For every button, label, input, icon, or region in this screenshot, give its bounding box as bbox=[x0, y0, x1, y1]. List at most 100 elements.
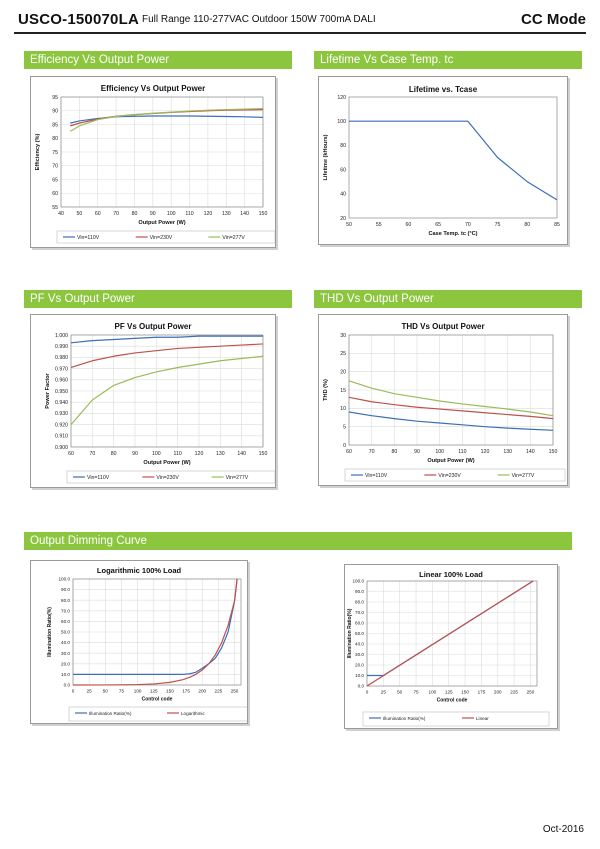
dim_log-xtick-label: 150 bbox=[166, 689, 174, 694]
lifetime-xtick-label: 50 bbox=[346, 222, 352, 228]
footer-date: Oct-2016 bbox=[542, 824, 584, 835]
dimming-linear-chart: Linear 100% Load 0 25 50 75 100 125 150 175 200 22… bbox=[347, 570, 550, 727]
dim_lin-legend-label: Illumination Ratio(%) bbox=[383, 716, 426, 721]
section-thd: THD Vs Output Power bbox=[314, 290, 582, 308]
thd-ytick-label: 15 bbox=[340, 388, 346, 394]
dim_log-ytick-label: 30.0 bbox=[61, 651, 70, 656]
dim_log-plot-area bbox=[72, 578, 242, 686]
pf-xtick-label: 100 bbox=[152, 451, 161, 457]
dim_log-ylabel: Illumination Ratio(%) bbox=[47, 607, 53, 657]
dim_lin-xtick-label: 25 bbox=[381, 690, 387, 695]
dim_log-xtick-label: 200 bbox=[198, 689, 206, 694]
thd-xtick-label: 90 bbox=[414, 449, 420, 455]
dim_log-xtick-label: 250 bbox=[231, 689, 239, 694]
dim_lin-legend-label: Linear bbox=[476, 716, 489, 721]
pf-ytick-label: 0.920 bbox=[55, 422, 68, 428]
pf-legend bbox=[66, 470, 275, 484]
pf-xtick-label: 140 bbox=[237, 451, 246, 457]
pf-ytick-label: 0.950 bbox=[55, 389, 68, 395]
thd-xtick-label: 80 bbox=[391, 449, 397, 455]
thd-series-1-line bbox=[348, 411, 554, 431]
pf-xtick-label: 70 bbox=[89, 451, 95, 457]
dim_lin-ytick-label: 100.0 bbox=[353, 579, 365, 584]
efficiency-ytick-label: 70 bbox=[52, 164, 58, 170]
pf-ytick-label: 0.960 bbox=[55, 378, 68, 384]
dim_lin-legend bbox=[362, 711, 550, 727]
dimming-log-chart: Logarithmic 100% Load 0 25 50 75 100 125 150 175… bbox=[47, 566, 247, 722]
thd-legend-label: Vin=110V bbox=[365, 473, 388, 479]
dim_lin-ytick-label: 10.0 bbox=[355, 673, 364, 678]
dim_lin-plot-area bbox=[366, 580, 538, 687]
thd-legend bbox=[344, 468, 566, 482]
dim_log-ytick-label: 0.0 bbox=[64, 683, 71, 688]
section-dimming: Output Dimming Curve bbox=[24, 532, 572, 550]
section-pf: PF Vs Output Power bbox=[24, 290, 292, 308]
efficiency-title: Efficiency Vs Output Power bbox=[101, 84, 205, 93]
efficiency-xtick-label: 90 bbox=[150, 211, 156, 217]
lifetime-xtick-label: 80 bbox=[524, 222, 530, 228]
dim_lin-series-1-line bbox=[367, 580, 534, 677]
pf-ytick-label: 0.910 bbox=[55, 434, 68, 440]
thd-ytick-label: 0 bbox=[343, 443, 346, 449]
pf-xtick-label: 90 bbox=[132, 451, 138, 457]
lifetime-xtick-label: 70 bbox=[465, 222, 471, 228]
pf-xtick-label: 130 bbox=[216, 451, 225, 457]
dim_log-ytick-label: 70.0 bbox=[61, 608, 70, 613]
dim_log-xlabel: Control code bbox=[142, 697, 173, 703]
lifetime-ytick-label: 120 bbox=[337, 95, 346, 101]
lifetime-title: Lifetime vs. Tcase bbox=[409, 85, 478, 94]
dim_log-xtick-label: 0 bbox=[72, 689, 75, 694]
dim_log-xtick-label: 125 bbox=[150, 689, 158, 694]
header-model: USCO-150070LA bbox=[18, 11, 139, 28]
dim_log-xtick-label: 175 bbox=[182, 689, 190, 694]
dim_log-ytick-label: 80.0 bbox=[61, 598, 70, 603]
pf-legend-label: Vin=277V bbox=[226, 475, 249, 481]
lifetime-ytick-label: 100 bbox=[337, 119, 346, 125]
dim_lin-ytick-label: 30.0 bbox=[355, 652, 364, 657]
efficiency-xtick-label: 100 bbox=[167, 211, 176, 217]
efficiency-chart-panel: Efficiency Vs Output Power 40 50 60 70 80 90 10… bbox=[30, 76, 276, 248]
pf-xtick-label: 110 bbox=[174, 451, 182, 457]
dim_log-ytick-label: 50.0 bbox=[61, 630, 70, 635]
lifetime-xtick-label: 65 bbox=[435, 222, 441, 228]
thd-chart-panel: THD Vs Output Power 60 70 80 90 100 110 120 130 1… bbox=[318, 314, 568, 486]
section-efficiency: Efficiency Vs Output Power bbox=[24, 51, 292, 69]
efficiency-xtick-label: 50 bbox=[76, 211, 82, 217]
efficiency-ytick-label: 95 bbox=[52, 95, 58, 101]
efficiency-xtick-label: 130 bbox=[222, 211, 231, 217]
thd-ytick-label: 30 bbox=[340, 333, 346, 339]
dim_lin-xtick-label: 0 bbox=[366, 690, 369, 695]
thd-ytick-label: 20 bbox=[340, 369, 346, 375]
dim_lin-xtick-label: 75 bbox=[413, 690, 419, 695]
pf-title: PF Vs Output Power bbox=[115, 322, 192, 331]
lifetime-ytick-label: 80 bbox=[340, 143, 346, 149]
pf-ytick-label: 0.940 bbox=[55, 400, 68, 406]
thd-title: THD Vs Output Power bbox=[401, 322, 484, 331]
efficiency-ytick-label: 80 bbox=[52, 136, 58, 142]
efficiency-plot-area bbox=[60, 96, 264, 208]
lifetime-xlabel: Case Temp. tc (°C) bbox=[428, 231, 477, 237]
dim_lin-xtick-label: 175 bbox=[478, 690, 486, 695]
pf-ytick-label: 0.900 bbox=[55, 445, 68, 451]
dim_lin-series-2-line bbox=[366, 580, 534, 687]
dim_log-series-2-line bbox=[72, 578, 238, 686]
pf-series-3-line bbox=[70, 355, 264, 425]
lifetime-ytick-label: 40 bbox=[340, 192, 346, 198]
pf-xtick-label: 120 bbox=[195, 451, 204, 457]
dim_log-xtick-label: 75 bbox=[119, 689, 125, 694]
thd-ylabel: THD (%) bbox=[323, 379, 329, 401]
efficiency-ytick-label: 85 bbox=[52, 122, 58, 128]
lifetime-series-1-line bbox=[349, 120, 558, 201]
dim_log-series-1-line bbox=[73, 578, 238, 676]
efficiency-ytick-label: 55 bbox=[52, 205, 58, 211]
dim_log-ytick-label: 100.0 bbox=[59, 577, 71, 582]
efficiency-ylabel: Efficiency (%) bbox=[35, 134, 41, 171]
dim_lin-ytick-label: 60.0 bbox=[355, 621, 364, 626]
pf-series-2-line bbox=[70, 343, 264, 369]
efficiency-xtick-label: 150 bbox=[259, 211, 268, 217]
pf-ytick-label: 1.000 bbox=[55, 333, 68, 339]
lifetime-xtick-label: 85 bbox=[554, 222, 560, 228]
thd-series-3-line bbox=[348, 380, 554, 417]
dim_log-ytick-label: 20.0 bbox=[61, 661, 70, 666]
thd-plot-area bbox=[348, 334, 554, 446]
